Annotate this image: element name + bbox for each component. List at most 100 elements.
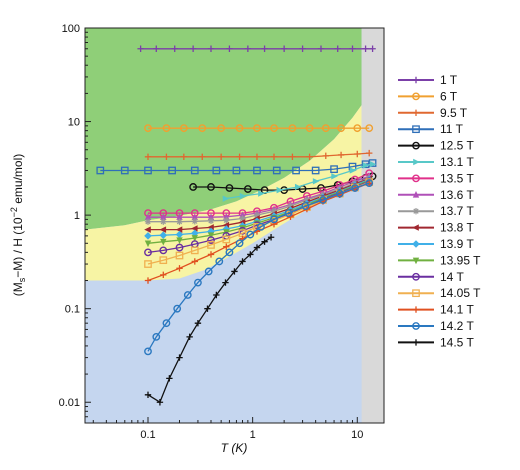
data-point — [162, 319, 171, 328]
data-point — [144, 226, 151, 233]
data-point — [194, 278, 202, 287]
legend-swatch-marker — [412, 322, 420, 330]
data-point — [179, 124, 188, 133]
legend-swatch-marker — [412, 174, 420, 183]
data-point — [366, 179, 373, 187]
data-point — [253, 153, 261, 161]
plot-frame — [84, 27, 385, 424]
data-point — [191, 235, 198, 242]
data-point — [207, 227, 215, 236]
x-axis-title: T (K) — [221, 441, 248, 455]
data-point — [369, 45, 376, 52]
data-point — [175, 251, 184, 260]
data-point — [366, 149, 373, 157]
legend-item: 14.5 T — [398, 335, 474, 349]
data-point — [270, 153, 278, 161]
legend-label: 6 T — [440, 89, 458, 103]
legend-swatch-marker — [412, 240, 420, 248]
series-line — [147, 180, 370, 254]
data-point — [353, 124, 362, 133]
legend-label: 14.2 T — [440, 319, 474, 333]
data-point — [257, 222, 265, 231]
data-point — [207, 241, 215, 249]
data-point — [190, 225, 198, 232]
data-point — [349, 167, 357, 174]
legend-label: 12.5 T — [440, 139, 474, 153]
legend-label: 13.1 T — [440, 155, 474, 169]
legend-item: 6 T — [398, 89, 458, 103]
legend-item: 13.7 T — [398, 204, 474, 218]
legend-swatch-marker — [412, 125, 420, 134]
data-point — [144, 248, 152, 257]
legend: 1 T 6 T 9.5 T 11 T 12.5 T 13.1 T 13.5 T 13.6 T 1… — [398, 73, 481, 349]
data-point — [207, 45, 215, 52]
x-tick-label: 10 — [351, 429, 363, 441]
data-point — [160, 218, 167, 225]
legend-item: 13.8 T — [398, 221, 474, 235]
data-point — [330, 165, 338, 173]
data-point — [191, 258, 198, 265]
legend-swatch-marker — [412, 257, 420, 265]
data-point — [225, 248, 234, 257]
data-point — [96, 166, 105, 175]
data-point — [365, 124, 374, 133]
legend-swatch-marker — [412, 92, 420, 101]
series-14-2t — [144, 179, 374, 356]
data-point — [354, 150, 361, 158]
data-point — [159, 226, 167, 233]
legend-swatch-marker — [412, 306, 420, 313]
data-point — [312, 178, 320, 185]
data-point — [253, 166, 261, 175]
legend-item: 14 T — [398, 270, 464, 284]
series-1t — [137, 45, 376, 52]
data-point — [311, 166, 320, 175]
data-point — [176, 265, 183, 272]
data-point — [176, 354, 183, 361]
data-point — [292, 166, 300, 175]
data-point — [319, 196, 327, 204]
data-point — [186, 333, 193, 341]
data-point — [270, 124, 278, 133]
data-point — [261, 238, 268, 245]
data-point — [239, 192, 247, 200]
data-point — [244, 45, 252, 52]
data-point — [317, 45, 325, 52]
data-point — [159, 256, 168, 265]
data-point — [213, 291, 220, 299]
data-point — [144, 218, 152, 225]
data-point — [335, 189, 344, 198]
legend-item: 11 T — [398, 122, 464, 136]
data-point — [243, 185, 252, 193]
x-tick-label: 1 — [250, 429, 256, 441]
legend-label: 14.5 T — [440, 335, 474, 349]
data-point — [305, 124, 314, 133]
data-point — [153, 45, 160, 52]
data-point — [144, 240, 152, 248]
y-tick-label: 10 — [68, 117, 80, 129]
legend-label: 13.6 T — [440, 188, 474, 202]
data-point — [160, 213, 167, 221]
series-14-5t — [144, 234, 275, 406]
data-point — [189, 183, 198, 191]
data-point — [349, 45, 356, 52]
data-point — [231, 268, 238, 275]
data-point — [212, 166, 221, 175]
data-point — [194, 319, 202, 327]
legend-label: 14.1 T — [440, 303, 474, 317]
data-point — [235, 239, 244, 248]
data-point — [236, 153, 243, 161]
data-point — [288, 124, 297, 133]
data-point — [190, 229, 199, 238]
data-point — [225, 184, 234, 192]
data-point — [246, 230, 255, 239]
data-point — [337, 151, 345, 159]
data-point — [267, 234, 275, 241]
data-point — [369, 161, 377, 168]
series-line — [147, 182, 370, 352]
data-point — [226, 45, 233, 52]
data-point — [322, 152, 329, 160]
data-point — [152, 332, 161, 341]
legend-swatch-marker — [412, 141, 420, 150]
background-regions — [85, 28, 384, 423]
data-point — [207, 183, 215, 191]
